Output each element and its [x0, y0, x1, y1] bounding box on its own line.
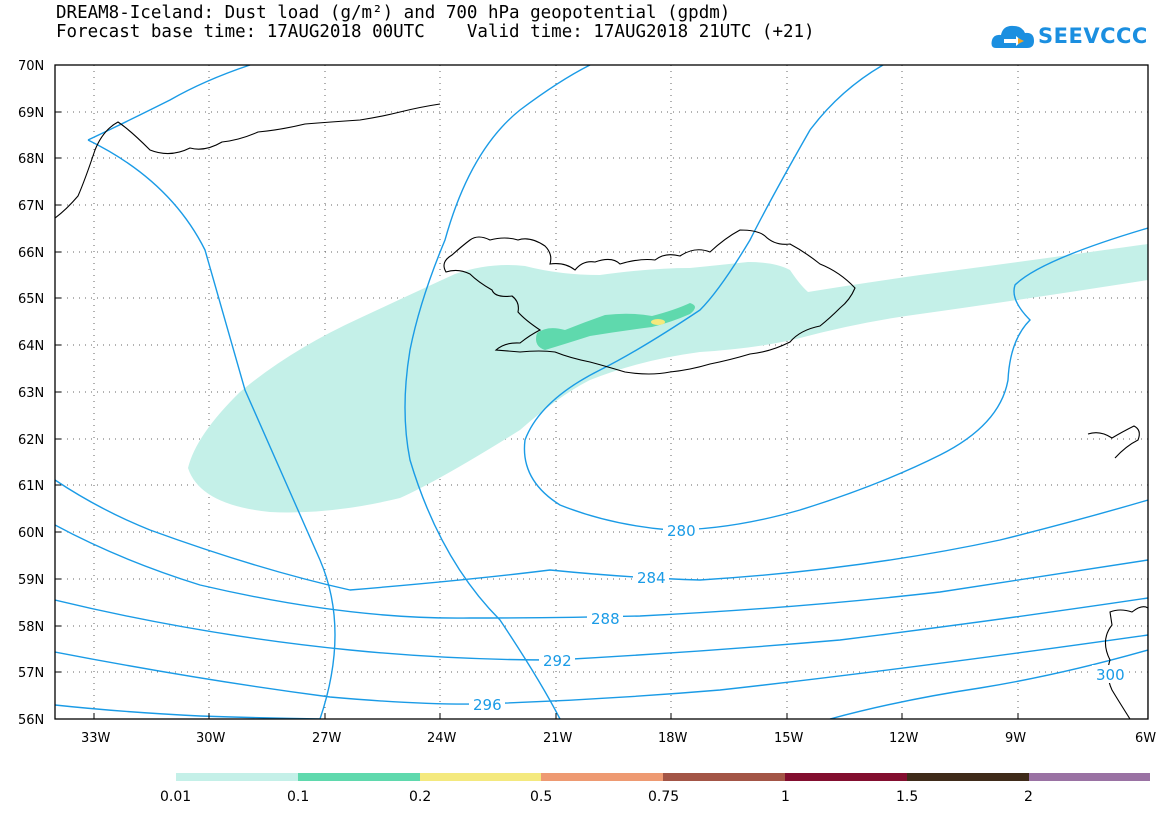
latitude-labels: 70N 69N 68N 67N 66N 65N 64N 63N 62N 61N …: [18, 59, 44, 728]
lon-label: 9W: [1005, 731, 1026, 746]
lon-label: 15W: [774, 731, 804, 746]
legend-label: 2: [1024, 789, 1033, 805]
greenland-coast: [55, 104, 440, 218]
scotland-coast: [1105, 607, 1148, 719]
lat-label: 60N: [18, 526, 44, 541]
legend-label: 0.75: [648, 789, 679, 805]
legend-swatch: [1029, 773, 1150, 781]
lon-label: 33W: [81, 731, 111, 746]
lat-label: 58N: [18, 620, 44, 635]
dust-shading-0.01: [188, 244, 1148, 512]
lat-label: 65N: [18, 292, 44, 307]
legend-label: 0.5: [530, 789, 552, 805]
contour-label-284: 284: [637, 569, 666, 587]
lat-label: 66N: [18, 246, 44, 261]
legend-swatch: [420, 773, 541, 781]
dust-shading-0.2: [651, 319, 665, 325]
legend-label: 0.1: [287, 789, 309, 805]
lat-label: 61N: [18, 479, 44, 494]
lat-label: 68N: [18, 152, 44, 167]
dust-load-map: 280 284 288 292 296 300 70N 69N: [0, 0, 1175, 815]
legend-swatch: [176, 773, 298, 781]
legend-label: 0.2: [409, 789, 431, 805]
contour-label-288: 288: [591, 610, 620, 628]
lon-label: 18W: [658, 731, 688, 746]
lat-label: 63N: [18, 386, 44, 401]
lon-label: 21W: [543, 731, 573, 746]
legend-label: 1.5: [896, 789, 918, 805]
contour-label-280: 280: [667, 522, 696, 540]
legend-swatch: [785, 773, 907, 781]
lat-label: 62N: [18, 433, 44, 448]
legend-swatch: [663, 773, 785, 781]
lat-label: 67N: [18, 199, 44, 214]
contour-label-300: 300: [1096, 666, 1125, 684]
lat-label: 59N: [18, 573, 44, 588]
lat-label: 56N: [18, 713, 44, 728]
lon-label: 30W: [196, 731, 226, 746]
contour-label-296: 296: [473, 696, 502, 714]
legend-swatch: [907, 773, 1029, 781]
faroe-coast: [1088, 426, 1139, 458]
legend-label: 1: [781, 789, 790, 805]
legend-swatch: [298, 773, 420, 781]
colorbar-legend: 0.01 0.1 0.2 0.5 0.75 1 1.5 2: [160, 773, 1150, 805]
lon-label: 24W: [427, 731, 457, 746]
lon-label: 27W: [312, 731, 342, 746]
contour-label-292: 292: [543, 652, 572, 670]
longitude-labels: 33W 30W 27W 24W 21W 18W 15W 12W 9W 6W: [81, 731, 1156, 746]
lon-label: 12W: [889, 731, 919, 746]
lat-label: 57N: [18, 666, 44, 681]
lon-label: 6W: [1135, 731, 1156, 746]
legend-swatch: [541, 773, 663, 781]
legend-label: 0.01: [160, 789, 191, 805]
lat-label: 64N: [18, 339, 44, 354]
lat-label: 70N: [18, 59, 44, 74]
lat-label: 69N: [18, 106, 44, 121]
